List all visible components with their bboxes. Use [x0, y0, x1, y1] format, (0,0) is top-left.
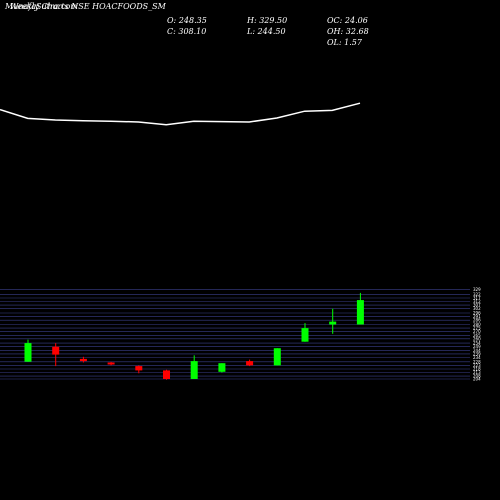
tick-label: 291	[473, 314, 481, 319]
candle-body	[190, 361, 198, 379]
tick-label: 265	[473, 333, 481, 338]
tick-label: 270	[473, 329, 481, 334]
tick-label: 249	[473, 344, 481, 349]
tick-label: 218	[473, 367, 481, 372]
candle-body	[329, 321, 337, 325]
price-grid	[0, 289, 470, 380]
tick-label: 322	[473, 292, 481, 297]
candle-body	[52, 346, 60, 355]
close-value: C: 308.10	[167, 27, 207, 36]
candlestick-chart	[24, 292, 364, 380]
candle-body	[24, 343, 32, 362]
high-value: H: 329.50	[247, 16, 288, 25]
candle-body	[246, 361, 254, 366]
tick-label: 239	[473, 351, 481, 356]
tick-label: 260	[473, 336, 481, 341]
candle-body	[135, 366, 143, 371]
candle-body	[273, 348, 281, 366]
tick-label: 213	[473, 370, 481, 375]
tick-label: 234	[473, 355, 481, 360]
tick-label: 254	[473, 341, 481, 346]
tick-label: 204	[473, 377, 481, 382]
tick-label: 317	[473, 296, 481, 301]
chart-title: Weekly Charts NSE HOACFOODS_SM	[10, 2, 166, 11]
tick-label: 302	[473, 306, 481, 311]
tick-label: 286	[473, 318, 481, 323]
oc-value: OC: 24.06	[327, 16, 368, 25]
low-value: L: 244.50	[247, 27, 286, 36]
tick-label: 208	[473, 374, 481, 379]
candle-body	[356, 300, 364, 325]
tick-label: 244	[473, 348, 481, 353]
open-value: O: 248.35	[167, 16, 207, 25]
tick-label: 280	[473, 322, 481, 327]
line-chart	[0, 102, 361, 126]
tick-label: 312	[473, 299, 481, 304]
candle-body	[163, 370, 170, 379]
tick-label: 228	[473, 359, 481, 364]
candle-body	[218, 363, 226, 372]
candle-body	[107, 362, 115, 365]
oh-value: OH: 32.68	[327, 27, 369, 36]
tick-label: 329	[473, 287, 481, 292]
tick-label: 223	[473, 363, 481, 368]
price-axis: 3293223173123073022962912862802752702652…	[473, 287, 481, 382]
tick-label: 296	[473, 311, 481, 316]
candle-body	[301, 328, 309, 342]
chart-title-site: MunafaSutra.com	[5, 2, 78, 11]
tick-label: 307	[473, 303, 481, 308]
series-line	[0, 102, 361, 126]
tick-label: 275	[473, 326, 481, 331]
candle-body	[79, 358, 87, 362]
ol-value: OL: 1.57	[327, 38, 362, 47]
